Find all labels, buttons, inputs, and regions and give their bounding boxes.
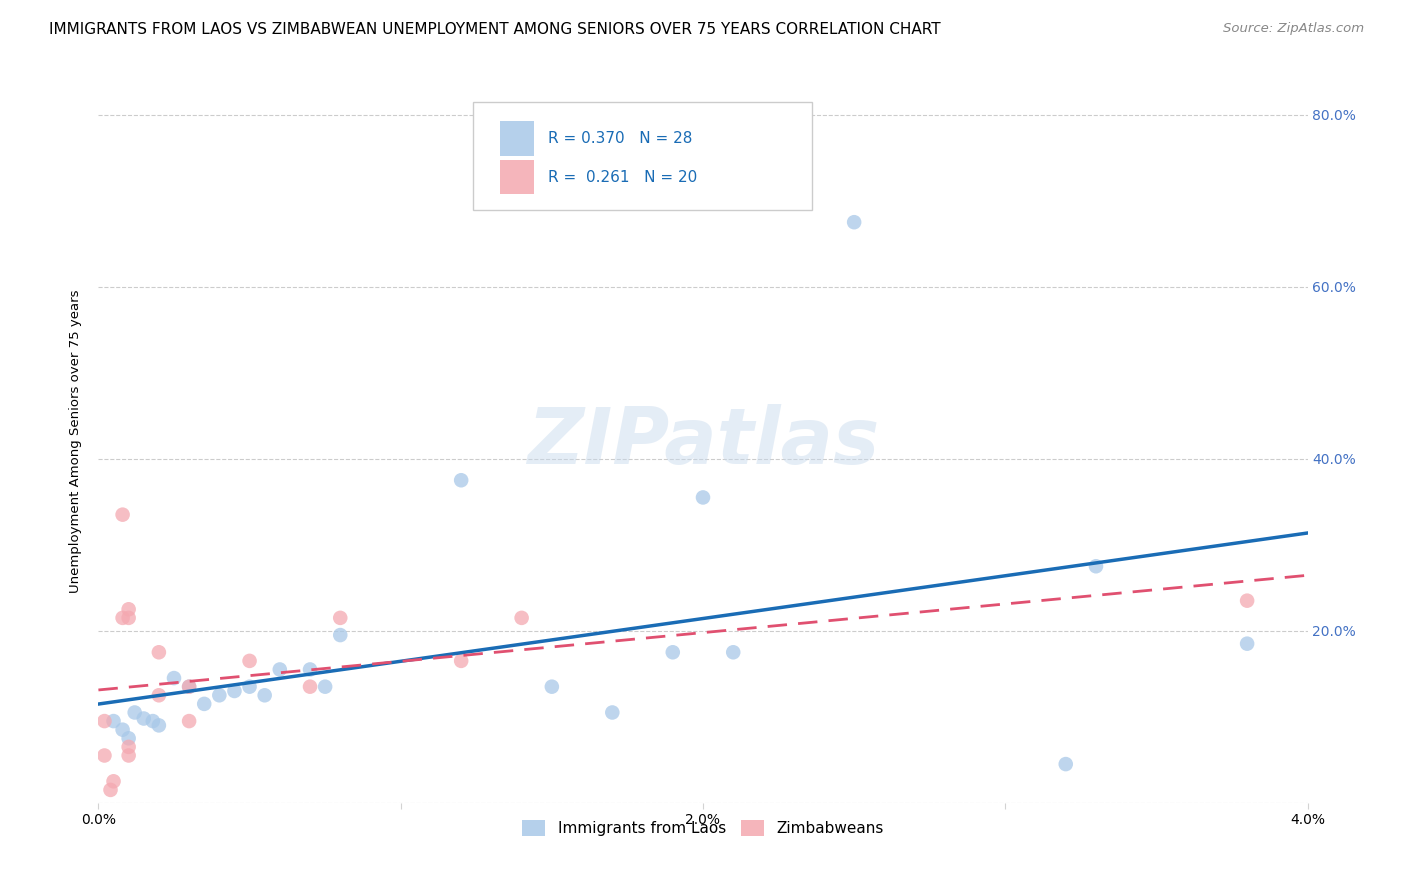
Point (1085, 559, 1108, 574)
Text: R =  0.261   N = 20: R = 0.261 N = 20 (548, 169, 697, 185)
FancyBboxPatch shape (501, 160, 534, 194)
Point (179, 714, 201, 728)
Text: IMMIGRANTS FROM LAOS VS ZIMBABWEAN UNEMPLOYMENT AMONG SENIORS OVER 75 YEARS CORR: IMMIGRANTS FROM LAOS VS ZIMBABWEAN UNEMP… (49, 22, 941, 37)
Point (111, 723, 134, 737)
Point (253, 688, 276, 702)
Legend: Immigrants from Laos, Zimbabweans: Immigrants from Laos, Zimbabweans (516, 814, 890, 842)
Text: R = 0.370   N = 28: R = 0.370 N = 28 (548, 131, 693, 146)
FancyBboxPatch shape (474, 102, 811, 211)
Point (111, 611, 134, 625)
Point (299, 680, 322, 694)
Point (329, 611, 352, 625)
Point (179, 680, 201, 694)
Point (124, 706, 146, 720)
Y-axis label: Unemployment Among Seniors over 75 years: Unemployment Among Seniors over 75 years (69, 290, 83, 593)
Point (1236, 593, 1258, 607)
Text: Source: ZipAtlas.com: Source: ZipAtlas.com (1223, 22, 1364, 36)
Point (193, 697, 215, 711)
Point (163, 671, 186, 685)
Point (118, 611, 141, 625)
Point (299, 663, 322, 677)
Point (118, 602, 141, 616)
Point (111, 508, 134, 522)
Point (450, 473, 472, 487)
Point (148, 688, 170, 702)
Text: ZIPatlas: ZIPatlas (527, 403, 879, 480)
Point (692, 491, 714, 505)
Point (93, 714, 115, 728)
Point (1054, 757, 1077, 772)
Point (723, 645, 745, 659)
Point (510, 611, 533, 625)
Point (100, 783, 122, 797)
Point (661, 645, 683, 659)
Point (132, 712, 155, 726)
Point (844, 215, 866, 229)
Point (450, 654, 472, 668)
Point (93, 748, 115, 763)
Point (314, 680, 336, 694)
Point (148, 718, 170, 732)
Point (118, 739, 141, 754)
Point (224, 684, 246, 698)
Point (179, 680, 201, 694)
Point (103, 714, 125, 728)
Point (1236, 637, 1258, 651)
Point (269, 663, 291, 677)
Point (329, 628, 352, 642)
Point (239, 654, 262, 668)
Point (118, 748, 141, 763)
Point (208, 688, 231, 702)
Point (118, 731, 141, 746)
Point (602, 706, 624, 720)
Point (239, 680, 262, 694)
Point (103, 774, 125, 789)
Point (148, 645, 170, 659)
Point (142, 714, 165, 728)
Point (540, 680, 562, 694)
FancyBboxPatch shape (501, 121, 534, 156)
